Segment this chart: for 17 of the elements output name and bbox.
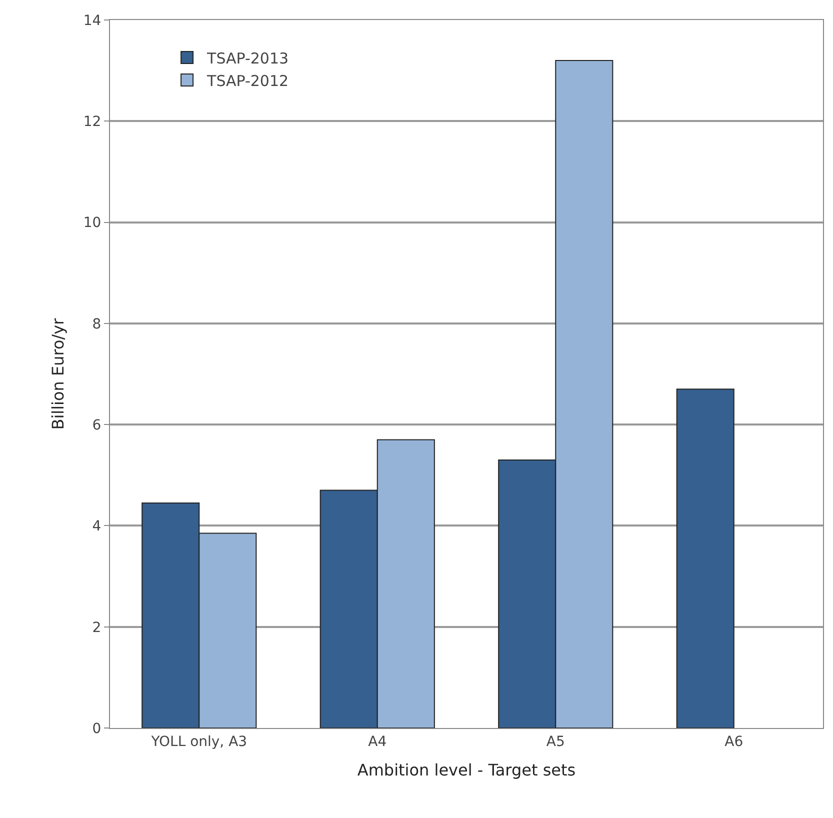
legend-label: TSAP-2012 <box>206 72 289 90</box>
x-tick-label: A5 <box>546 734 565 750</box>
legend-label: TSAP-2013 <box>206 49 289 68</box>
y-tick-label: 4 <box>92 518 102 535</box>
y-tick-label: 12 <box>83 114 102 130</box>
y-tick-label: 14 <box>83 12 102 29</box>
x-tick-label: A4 <box>368 734 387 750</box>
y-axis-title: Billion Euro/yr <box>48 318 68 430</box>
y-tick-label: 6 <box>92 417 102 434</box>
y-tick-label: 2 <box>92 620 102 636</box>
y-tick-label: 8 <box>92 316 102 332</box>
x-tick-label: YOLL only, A3 <box>150 734 248 750</box>
y-tick-label: 10 <box>83 215 102 232</box>
y-tick-label: 0 <box>92 720 102 737</box>
bar <box>676 388 734 728</box>
x-tick-label: A6 <box>724 734 744 750</box>
x-axis-title: Ambition level - Target sets <box>357 760 576 780</box>
